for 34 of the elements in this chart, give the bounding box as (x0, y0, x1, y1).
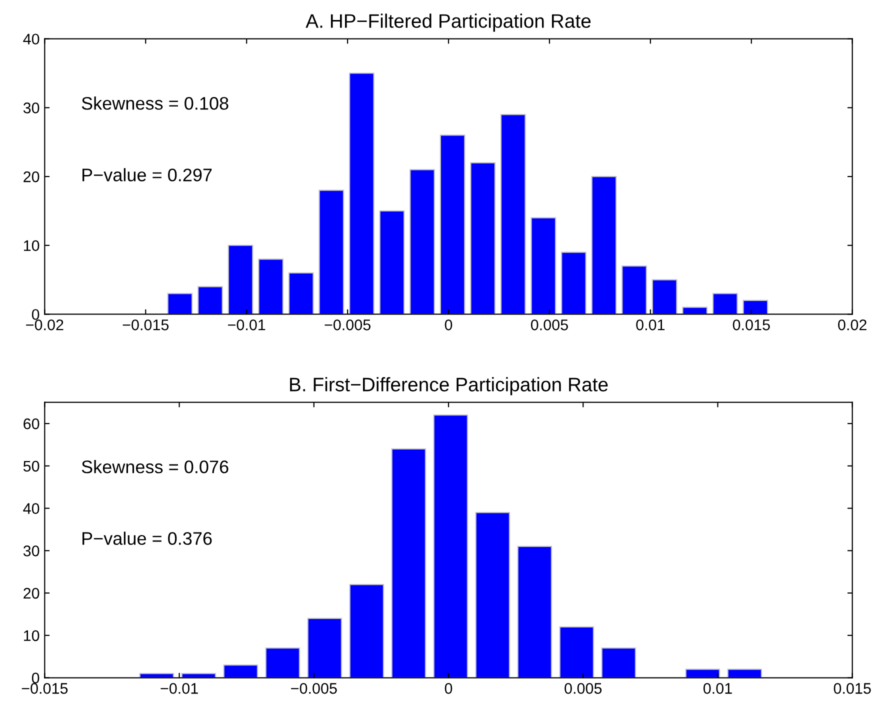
annotation: Skewness = 0.076 (82, 460, 228, 474)
y-tick-label: 0 (32, 672, 40, 684)
x-tick-label: −0.015 (122, 319, 169, 330)
y-tick-label: 30 (23, 546, 40, 556)
x-tick-label: 0.015 (834, 683, 871, 694)
y-tick-label: 10 (24, 240, 40, 252)
x-tick-label: 0 (444, 319, 452, 330)
y-tick-label: 20 (24, 588, 40, 599)
chart-title: A. HP−Filtered Participation Rate (306, 14, 591, 32)
annotation: P−value = 0.297 (82, 168, 212, 182)
y-tick-label: 20 (24, 171, 40, 182)
y-tick-label: 50 (23, 460, 40, 472)
x-tick-label: 0.02 (838, 319, 866, 330)
x-tick-label: −0.01 (228, 319, 266, 330)
x-tick-label: 0 (444, 683, 452, 694)
annotation: Skewness = 0.108 (82, 96, 228, 110)
y-tick-label: 10 (24, 630, 40, 642)
chart-title: B. First−Difference Participation Rate (290, 377, 608, 396)
x-tick-label: −0.02 (26, 319, 64, 330)
x-tick-label: 0.015 (732, 319, 770, 330)
x-tick-label: −0.015 (22, 683, 68, 694)
x-tick-label: −0.01 (160, 683, 198, 694)
y-tick-label: 40 (23, 503, 40, 514)
x-tick-label: 0.01 (636, 319, 665, 330)
x-tick-label: −0.005 (324, 319, 370, 330)
x-tick-label: 0.01 (703, 683, 732, 694)
y-tick-label: 30 (23, 102, 40, 114)
y-tick-label: 40 (23, 34, 40, 45)
y-tick-label: 0 (32, 309, 40, 320)
annotation: P−value = 0.376 (82, 532, 212, 545)
x-tick-label: 0.005 (564, 683, 602, 694)
y-tick-label: 60 (24, 418, 40, 430)
x-tick-label: 0.005 (530, 319, 568, 330)
x-tick-label: −0.005 (291, 683, 337, 694)
